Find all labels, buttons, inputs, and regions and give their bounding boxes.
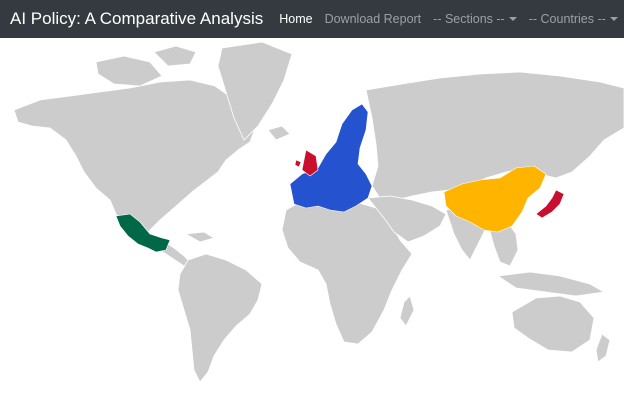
region-china[interactable] — [443, 165, 547, 233]
sections-dropdown[interactable]: -- Sections -- — [433, 12, 517, 26]
north-america[interactable] — [13, 79, 257, 241]
south-america[interactable] — [177, 253, 263, 383]
region-united-kingdom-ni[interactable] — [294, 159, 302, 168]
world-map — [0, 38, 624, 402]
iceland[interactable] — [267, 125, 291, 141]
australia[interactable] — [511, 295, 595, 353]
sections-dropdown-label: -- Sections -- — [433, 12, 505, 26]
nav-home[interactable]: Home — [279, 12, 313, 26]
chevron-down-icon — [609, 17, 618, 21]
chevron-down-icon — [508, 17, 517, 21]
region-european-union[interactable] — [289, 103, 373, 213]
new-zealand[interactable] — [595, 333, 611, 363]
map-highlights — [115, 103, 565, 253]
africa[interactable] — [281, 197, 413, 345]
arctic-islands[interactable] — [95, 55, 163, 87]
middle-east[interactable] — [367, 195, 447, 243]
countries-dropdown[interactable]: -- Countries -- — [529, 12, 618, 26]
caribbean[interactable] — [185, 231, 215, 243]
region-mexico[interactable] — [115, 213, 171, 253]
madagascar[interactable] — [399, 295, 415, 327]
indonesia[interactable] — [497, 271, 605, 297]
region-united-kingdom[interactable] — [301, 149, 319, 177]
nav-download-report[interactable]: Download Report — [324, 12, 422, 26]
navbar: AI Policy: A Comparative Analysis Home D… — [0, 0, 624, 38]
greenland[interactable] — [217, 41, 293, 141]
region-japan[interactable] — [535, 189, 565, 219]
world-map-svg — [13, 41, 624, 383]
map-base-land — [13, 41, 624, 383]
brand-title[interactable]: AI Policy: A Comparative Analysis — [10, 9, 264, 28]
arctic-islands-2[interactable] — [153, 45, 197, 67]
countries-dropdown-label: -- Countries -- — [528, 12, 606, 26]
